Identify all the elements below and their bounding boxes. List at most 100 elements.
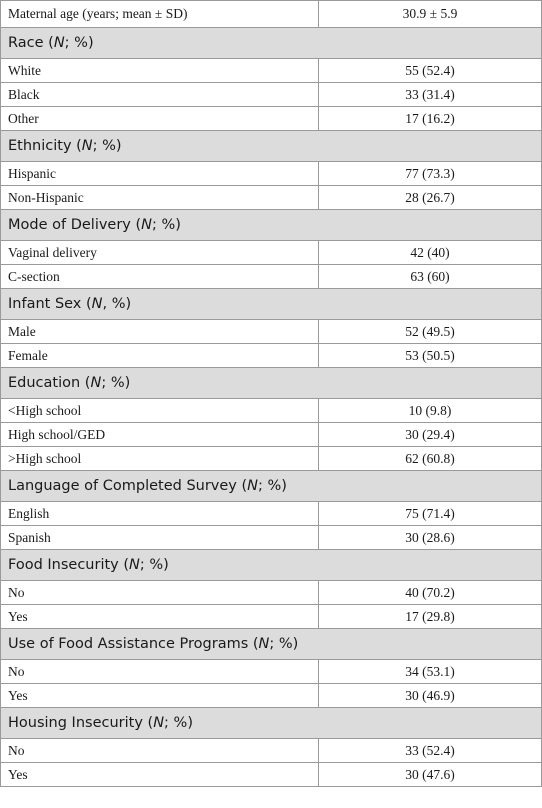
section-title: Use of Food Assistance Programs ( xyxy=(8,636,259,652)
row-value: 30.9 ± 5.9 xyxy=(318,0,542,28)
section-title-italic: N xyxy=(81,138,93,154)
row-value: 17 (16.2) xyxy=(318,106,542,131)
section-header-row: Infant Sex (N, %) xyxy=(0,288,542,320)
section-header-row: Education (N; %) xyxy=(0,367,542,399)
row-value: 30 (29.4) xyxy=(318,422,542,447)
table-row: Vaginal delivery 42 (40) xyxy=(0,240,542,265)
row-value: 17 (29.8) xyxy=(318,604,542,629)
row-label: Yes xyxy=(0,604,319,629)
table-row: Black 33 (31.4) xyxy=(0,82,542,107)
section-header: Ethnicity (N; %) xyxy=(0,130,542,162)
row-label: >High school xyxy=(0,446,319,471)
section-title: Ethnicity ( xyxy=(8,138,82,154)
section-title-italic: N xyxy=(129,557,140,573)
row-value: 62 (60.8) xyxy=(318,446,542,471)
section-header-row: Housing Insecurity (N; %) xyxy=(0,707,542,739)
table-row: Yes 17 (29.8) xyxy=(0,604,542,629)
row-label: Vaginal delivery xyxy=(0,240,319,265)
table-row: White 55 (52.4) xyxy=(0,58,542,83)
section-header-row: Language of Completed Survey (N; %) xyxy=(0,470,542,502)
section-header: Race (N; %) xyxy=(0,27,542,59)
table-row: English 75 (71.4) xyxy=(0,501,542,526)
row-label: Maternal age (years; mean ± SD) xyxy=(0,0,319,28)
table-row: Hispanic 77 (73.3) xyxy=(0,161,542,186)
section-title-italic: N xyxy=(247,478,259,494)
row-label: Male xyxy=(0,319,319,344)
section-header-row: Use of Food Assistance Programs (N; %) xyxy=(0,628,542,660)
row-value: 28 (26.7) xyxy=(318,185,542,210)
row-label: No xyxy=(0,659,319,684)
table-row: <High school 10 (9.8) xyxy=(0,398,542,423)
section-title-italic: N xyxy=(53,35,65,51)
table-row: >High school 62 (60.8) xyxy=(0,446,542,471)
row-value: 63 (60) xyxy=(318,264,542,289)
section-header: Use of Food Assistance Programs (N; %) xyxy=(0,628,542,660)
section-title-italic: N xyxy=(141,217,153,233)
section-title: ; %) xyxy=(258,478,287,494)
row-label: No xyxy=(0,738,319,763)
row-label: C-section xyxy=(0,264,319,289)
row-value: 77 (73.3) xyxy=(318,161,542,186)
row-value: 30 (46.9) xyxy=(318,683,542,708)
table-row: Non-Hispanic 28 (26.7) xyxy=(0,185,542,210)
row-value: 30 (47.6) xyxy=(318,762,542,787)
table-row: High school/GED 30 (29.4) xyxy=(0,422,542,447)
section-title: , %) xyxy=(102,296,132,312)
row-value: 10 (9.8) xyxy=(318,398,542,423)
section-title: ; %) xyxy=(269,636,299,652)
section-header: Mode of Delivery (N; %) xyxy=(0,209,542,241)
section-title: Education ( xyxy=(8,375,91,391)
row-label: Yes xyxy=(0,683,319,708)
section-title: Housing Insecurity ( xyxy=(8,715,154,731)
section-title: Mode of Delivery ( xyxy=(8,217,142,233)
table-row: Yes 30 (47.6) xyxy=(0,762,542,787)
section-header: Language of Completed Survey (N; %) xyxy=(0,470,542,502)
row-label: Spanish xyxy=(0,525,319,550)
row-value: 75 (71.4) xyxy=(318,501,542,526)
row-label: White xyxy=(0,58,319,83)
row-value: 53 (50.5) xyxy=(318,343,542,368)
section-header: Food Insecurity (N; %) xyxy=(0,549,542,581)
row-label: No xyxy=(0,580,319,605)
row-value: 30 (28.6) xyxy=(318,525,542,550)
row-value: 52 (49.5) xyxy=(318,319,542,344)
section-title: Race ( xyxy=(8,35,54,51)
section-header: Infant Sex (N, %) xyxy=(0,288,542,320)
row-value: 55 (52.4) xyxy=(318,58,542,83)
section-header-row: Ethnicity (N; %) xyxy=(0,130,542,162)
section-title: ; %) xyxy=(101,375,131,391)
section-title: ; %) xyxy=(92,138,122,154)
row-label: High school/GED xyxy=(0,422,319,447)
row-value: 33 (52.4) xyxy=(318,738,542,763)
table-row: Female 53 (50.5) xyxy=(0,343,542,368)
section-title: Language of Completed Survey ( xyxy=(8,478,248,494)
section-title-italic: N xyxy=(90,375,102,391)
section-title-italic: N xyxy=(153,715,165,731)
characteristics-table: Maternal age (years; mean ± SD) 30.9 ± 5.… xyxy=(0,0,542,787)
table-row: C-section 63 (60) xyxy=(0,264,542,289)
row-label: Yes xyxy=(0,762,319,787)
section-header-row: Food Insecurity (N; %) xyxy=(0,549,542,581)
table-row: No 34 (53.1) xyxy=(0,659,542,684)
row-label: Non-Hispanic xyxy=(0,185,319,210)
section-title-italic: N xyxy=(258,636,270,652)
table-row: Spanish 30 (28.6) xyxy=(0,525,542,550)
section-title: ; %) xyxy=(152,217,181,233)
section-title: ; %) xyxy=(139,557,169,573)
section-title-italic: N xyxy=(91,296,103,312)
row-value: 42 (40) xyxy=(318,240,542,265)
table-row: Maternal age (years; mean ± SD) 30.9 ± 5.… xyxy=(0,0,542,28)
row-label: Hispanic xyxy=(0,161,319,186)
section-title: Food Insecurity ( xyxy=(8,557,130,573)
row-label: Female xyxy=(0,343,319,368)
row-value: 40 (70.2) xyxy=(318,580,542,605)
section-title: Infant Sex ( xyxy=(8,296,92,312)
row-value: 34 (53.1) xyxy=(318,659,542,684)
row-label: <High school xyxy=(0,398,319,423)
table-row: No 40 (70.2) xyxy=(0,580,542,605)
section-header-row: Mode of Delivery (N; %) xyxy=(0,209,542,241)
table-row: Other 17 (16.2) xyxy=(0,106,542,131)
table-row: Male 52 (49.5) xyxy=(0,319,542,344)
row-label: Other xyxy=(0,106,319,131)
section-title: ; %) xyxy=(64,35,94,51)
